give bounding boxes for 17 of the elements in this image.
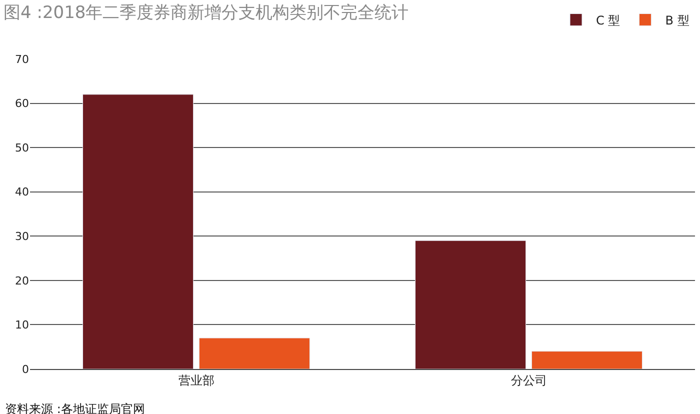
y-tick-label: 60 (15, 97, 29, 110)
y-tick-label: 30 (15, 230, 29, 243)
y-tick-label: 20 (15, 274, 29, 288)
x-tick-label: 分公司 (510, 373, 547, 388)
y-tick-label: 10 (15, 318, 29, 332)
bar (531, 351, 642, 369)
bar (415, 240, 526, 369)
x-tick-label: 营业部 (178, 373, 214, 388)
y-tick-label: 0 (22, 362, 29, 376)
y-tick-label: 70 (15, 52, 29, 66)
bar (82, 94, 194, 369)
y-tick-label: 40 (15, 186, 29, 199)
y-tick-label: 50 (15, 141, 29, 154)
bar (198, 338, 310, 369)
chart-title: 图4 :2018年二季度券商新增分支机构类别不完全统计 (4, 3, 409, 24)
legend-label: C 型 (596, 13, 620, 28)
legend-label: B 型 (665, 13, 690, 28)
